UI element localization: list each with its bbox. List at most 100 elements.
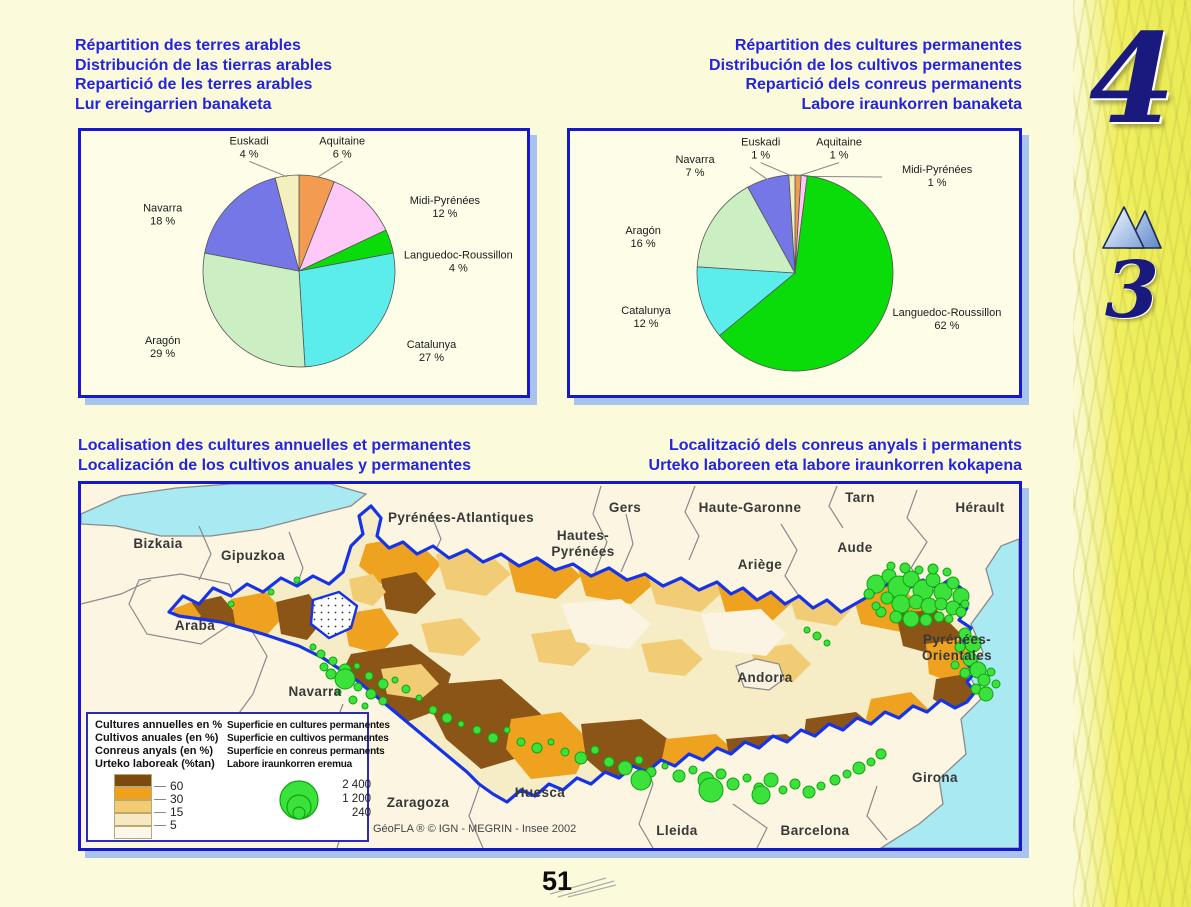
permanent-crop-circle [726, 777, 740, 791]
region-label: Hérault [955, 500, 1004, 515]
permanent-crop-circle [415, 694, 423, 702]
permanent-crop-circle [942, 567, 952, 577]
permanent-crop-circle [829, 774, 841, 786]
chapter-number: 4 [1088, 7, 1176, 152]
arable-pie-chart: Aquitaine 6 % Midi-Pyrénées 12 % Languedoc-R… [143, 135, 513, 368]
circle-scale-value: 240 [351, 807, 371, 819]
permanent-crops-circles [227, 561, 1001, 805]
permanent-crop-circle [457, 720, 465, 728]
region-label: Gers [609, 500, 641, 515]
title-line: Localización de los cultivos anuales y p… [78, 456, 472, 474]
permanent-crop-circle [852, 761, 866, 775]
permanent-crop-circle [842, 769, 852, 779]
region-label: Haute-Garonne [699, 500, 802, 515]
permanent-crop-circle [698, 777, 724, 803]
permanent-crop-circle [503, 726, 511, 734]
permanent-crop-circle [742, 773, 752, 783]
no-data-area [309, 590, 359, 640]
circle-size-scale: 2 400 1 200 240 [277, 776, 371, 826]
ramp-tick: 15 [154, 805, 183, 819]
legend-title-line: Labore iraunkorren eremua [227, 759, 353, 770]
section-number: 3 [1104, 245, 1160, 336]
permanent-crop-circle [954, 641, 966, 653]
legend-title-line: Urteko laboreak (%tan) [95, 758, 215, 770]
permanent-crop-circle [986, 667, 996, 677]
circle-scale-symbol [292, 806, 306, 820]
permanent-crop-circle [441, 712, 453, 724]
permanent-crop-circle [547, 738, 555, 746]
ramp-swatch [114, 800, 152, 813]
permanent-crop-circle [378, 696, 388, 706]
permanent-crop-circle [812, 631, 822, 641]
region-labels: Bizkaia Gipuzkoa Araba Navarra Pyrénées-Atla… [133, 490, 1004, 838]
mountains-icon [1101, 198, 1163, 255]
permanent-crop-circle [603, 756, 615, 768]
page-number-decoration [549, 877, 617, 898]
pie-slice-label: Navarra 7 % [675, 154, 715, 179]
permanent-crop-circle [880, 591, 894, 605]
legend-title-line: Cultivos anuales (en %) [95, 732, 219, 744]
region-label: Huesca [515, 785, 566, 800]
permanent-crop-circle [863, 588, 875, 600]
permanent-crop-circle [871, 601, 881, 611]
pie-slice-midi-pyr-n-es [298, 181, 387, 272]
pie-slice-label: Languedoc-Roussillon 4 % [404, 250, 513, 275]
ramp-swatch [114, 774, 152, 787]
permanent-crop-circle [866, 757, 876, 767]
permanent-crop-circle [920, 597, 938, 615]
region-label: Araba [175, 618, 215, 633]
legend-title-line: Superficie en cultivos permanentes [227, 733, 389, 744]
permanent-crop-circle [816, 781, 826, 791]
permanent-crop-circle [634, 755, 644, 765]
pie-slice-arag-n [202, 252, 306, 368]
permanent-crop-circle [959, 667, 971, 679]
permanent-crop-circle [964, 635, 982, 653]
permanent-crop-circle [823, 639, 831, 647]
sea-mediterranean [878, 538, 1020, 849]
permanent-crop-circle [789, 778, 801, 790]
title-line: Repartició dels conreus permanents [745, 76, 1022, 93]
region-label: Zaragoza [387, 795, 450, 810]
ramp-swatch [114, 813, 152, 826]
permanent-crop-circle [428, 705, 438, 715]
pie-slice-label: Catalunya 12 % [621, 305, 671, 330]
pie-slice-label: Euskadi 1 % [741, 137, 780, 162]
choropleth-color-ramp [114, 774, 152, 839]
permanent-crop-circle [875, 748, 887, 760]
title-line: Localització dels conreus anyals i perma… [668, 437, 1022, 454]
permanent-crop-circle [487, 732, 499, 744]
permanent-crop-circle [902, 570, 920, 588]
permanent-crop-circle [978, 686, 994, 702]
ramp-swatch [114, 826, 152, 839]
ramp-swatch [114, 787, 152, 800]
region-label: Bizkaia [133, 536, 182, 551]
permanent-crop-circle [991, 679, 1001, 689]
pie-slice-arag-n [696, 186, 796, 274]
pie-slice-catalunya [696, 266, 797, 337]
permanent-crop-circle [891, 594, 911, 614]
pie-leader-line [749, 166, 769, 181]
permanent-crop-circle [560, 747, 570, 757]
page-number-block: 51 [530, 866, 620, 902]
permanent-crop-circle [516, 737, 526, 747]
pie-leader-line [316, 160, 343, 179]
andorra-outline [735, 658, 785, 691]
title-line: Urteko laboreen eta labore iraunkorren k… [648, 456, 1022, 474]
circle-scale-values: 2 400 1 200 240 [329, 778, 371, 826]
permanent-crop-circle [661, 762, 669, 770]
permanent-crop-circle [353, 682, 363, 692]
choropleth-ramp-values: 60 30 15 5 [154, 774, 204, 839]
pie-leader-line [760, 162, 793, 177]
permanent-crop-circle [950, 660, 960, 670]
permanent-crop-circle [934, 597, 948, 611]
ramp-tick: 60 [154, 779, 183, 793]
permanent-crop-circle [955, 606, 967, 618]
permanent-crop-circle [334, 668, 356, 690]
pie-slice-label: Navarra 18 % [143, 202, 183, 227]
arable-pie-box: Aquitaine 6 % Midi-Pyrénées 12 % Languedoc-R… [78, 128, 530, 398]
permanent-crop-circle [328, 656, 338, 666]
region-label: Gipuzkoa [221, 548, 285, 563]
pie-slice-label: Aragón 29 % [145, 335, 180, 360]
circle-scale-value: 2 400 [342, 779, 371, 791]
permanent-crop-circle [803, 626, 811, 634]
